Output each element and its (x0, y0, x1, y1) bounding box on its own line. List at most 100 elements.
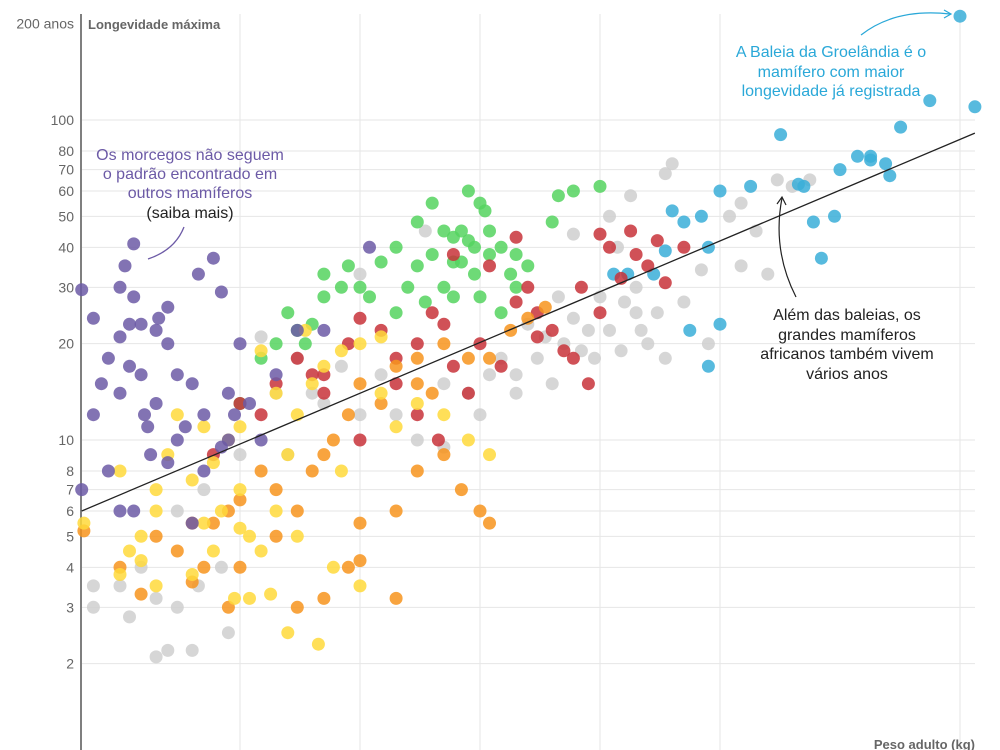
data-point-red (483, 259, 496, 273)
data-point-green (317, 290, 331, 304)
data-point-yellow (483, 448, 496, 462)
whale-note-line-1: A Baleia da Groelândia é o (736, 44, 926, 61)
data-point-yellow (374, 330, 388, 344)
data-point-blue (744, 179, 758, 193)
data-point-purple (75, 283, 89, 297)
data-point-purple (94, 377, 108, 391)
data-point-red (353, 433, 367, 447)
data-point-gray (334, 359, 348, 373)
data-point-green (483, 248, 496, 261)
africa-note-line-2: grandes mamíferos (778, 327, 916, 344)
data-point-red (603, 240, 616, 254)
data-point-green (418, 295, 432, 309)
data-point-gray (581, 323, 595, 337)
data-point-blue (658, 244, 672, 258)
data-point-orange (233, 493, 247, 507)
data-point-yellow (305, 377, 319, 391)
data-point-red (677, 240, 691, 254)
data-point-purple (221, 386, 235, 400)
data-point-purple (317, 323, 331, 337)
data-point-yellow (269, 386, 283, 400)
y-tick-label: 10 (58, 432, 74, 448)
data-point-gray (437, 377, 451, 391)
bats-note-line-1: Os morcegos não seguem (96, 147, 284, 164)
data-point-red (521, 280, 535, 294)
data-point-gray (86, 579, 100, 593)
data-point-purple (178, 420, 192, 434)
data-point-purple (185, 516, 199, 530)
whale-note-line-3: longevidade já registrada (742, 83, 921, 100)
data-point-orange (538, 300, 552, 314)
data-point-gray (389, 408, 403, 422)
data-point-orange (374, 397, 388, 410)
data-point-blue (851, 149, 864, 163)
data-point-blue (665, 204, 679, 218)
bats-learn-more-link[interactable]: (saiba mais) (146, 205, 233, 222)
data-point-red (509, 295, 523, 309)
data-point-blue (814, 251, 828, 265)
data-point-purple (290, 323, 304, 337)
data-point-orange (389, 504, 403, 518)
data-point-gray (214, 560, 228, 574)
data-point-orange (317, 448, 331, 462)
data-point-red (641, 259, 655, 273)
data-point-purple (161, 300, 175, 314)
data-point-orange (504, 323, 518, 337)
data-point-green (478, 204, 492, 218)
data-point-orange (483, 351, 496, 365)
data-point-gray (624, 189, 638, 203)
data-point-yellow (461, 433, 475, 447)
data-point-yellow (149, 579, 163, 593)
data-point-red (593, 306, 607, 320)
data-point-green (521, 259, 535, 273)
data-point-red (473, 337, 487, 351)
data-point-red (290, 351, 304, 365)
data-point-blue (701, 359, 715, 373)
data-point-gray (509, 386, 523, 400)
data-point-purple (185, 377, 199, 391)
y-tick-label: 7 (66, 482, 74, 498)
data-point-yellow (334, 344, 348, 358)
data-point-orange (233, 560, 247, 574)
data-point-purple (141, 420, 155, 434)
data-point-yellow (134, 554, 148, 568)
data-point-red (557, 344, 571, 358)
data-point-yellow (123, 544, 136, 558)
data-point-red (629, 248, 643, 261)
annotation-africa: Além das baleias, os grandes mamíferos a… (760, 195, 934, 383)
data-point-red (269, 377, 283, 391)
data-point-purple (243, 397, 256, 410)
trend-line (81, 132, 976, 512)
data-point-blue (828, 209, 841, 223)
data-point-red (446, 359, 460, 373)
data-point-gray (374, 368, 388, 382)
data-point-red (233, 397, 247, 410)
data-point-purple (113, 330, 127, 344)
data-point-yellow (233, 420, 247, 434)
data-point-orange (170, 544, 184, 558)
data-point-purple (127, 290, 141, 304)
data-points (75, 9, 982, 664)
data-point-purple (123, 317, 136, 331)
data-point-green (401, 280, 415, 294)
data-point-red (437, 317, 451, 331)
data-point-red (431, 433, 445, 447)
y-tick-label: 20 (58, 336, 74, 352)
data-point-orange (149, 529, 163, 543)
data-point-gray (770, 173, 784, 187)
data-point-red (530, 330, 544, 344)
data-point-gray (650, 306, 664, 320)
data-point-gray (410, 433, 424, 447)
data-point-gray (353, 408, 367, 422)
data-point-gray (170, 504, 184, 518)
data-point-orange (290, 600, 304, 614)
data-point-gray (113, 579, 127, 593)
whale-note-line-2: mamífero com maior (758, 64, 905, 81)
data-point-yellow (185, 473, 199, 487)
data-point-orange (305, 464, 319, 478)
data-point-orange (341, 560, 355, 574)
data-point-green (425, 248, 439, 261)
data-point-orange (269, 529, 283, 543)
data-point-purple (228, 408, 241, 422)
data-point-orange (134, 587, 148, 601)
